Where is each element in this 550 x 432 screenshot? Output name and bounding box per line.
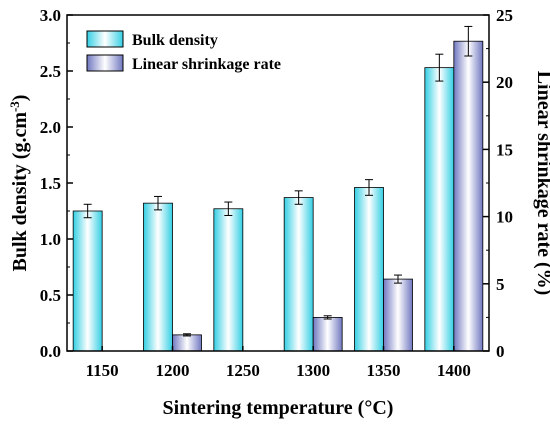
bar-bulk-density-1350 xyxy=(354,187,384,352)
error-bar-linear-shrinkage-rate-1300 xyxy=(323,315,332,320)
y2-tick-label: 25 xyxy=(496,6,513,25)
legend-label-linear-shrinkage: Linear shrinkage rate xyxy=(132,56,281,73)
y-axis-title: Bulk density (g.cm-3) xyxy=(7,95,31,272)
error-bars-layer xyxy=(83,25,473,337)
x-tick-label: 1200 xyxy=(156,361,190,380)
left-axis: 0.0 0.5 1.0 1.5 2.0 2.5 3.0 xyxy=(40,6,73,361)
error-bar-linear-shrinkage-rate-1400 xyxy=(464,25,473,57)
error-bar-linear-shrinkage-rate-1200 xyxy=(183,333,191,337)
y2-tick-label: 5 xyxy=(496,275,505,294)
bar-bulk-density-1300 xyxy=(283,197,314,352)
x-tick-label: 1300 xyxy=(296,361,330,380)
error-bar-bulk-density-1150 xyxy=(83,203,92,219)
error-bar-bulk-density-1250 xyxy=(224,201,233,216)
bars-layer xyxy=(72,40,484,352)
y-axis-title-main: Bulk density (g.cm xyxy=(9,112,31,272)
error-bar-bulk-density-1200 xyxy=(154,195,162,211)
y2-tick-label: 20 xyxy=(496,73,513,92)
x-tick-label: 1350 xyxy=(367,361,401,380)
legend-label-bulk-density: Bulk density xyxy=(132,32,218,49)
y-tick-label: 1.5 xyxy=(40,174,61,193)
y2-axis-title: Linear shrinkage rate (%) xyxy=(533,71,550,296)
x-axis-title: Sintering temperature (°C) xyxy=(163,397,394,419)
bar-bulk-density-1250 xyxy=(213,208,244,352)
error-bar-linear-shrinkage-rate-1350 xyxy=(394,274,402,284)
y-axis-title-suffix: ) xyxy=(9,95,31,102)
bar-linear-shrinkage-rate-1200 xyxy=(172,334,202,352)
right-axis: 0 5 10 15 20 25 xyxy=(483,6,513,361)
bar-bulk-density-1400 xyxy=(424,67,455,352)
x-tick-label: 1400 xyxy=(437,361,471,380)
y2-tick-label: 10 xyxy=(496,208,513,227)
y2-tick-label: 15 xyxy=(496,140,513,159)
y-tick-label: 3.0 xyxy=(40,6,61,25)
bar-linear-shrinkage-rate-1300 xyxy=(312,316,343,352)
bar-bulk-density-1150 xyxy=(72,210,103,352)
error-bar-bulk-density-1350 xyxy=(365,179,373,196)
y-axis-title-superscript: -3 xyxy=(7,101,22,112)
x-axis: 1150 1200 1250 1300 1350 1400 xyxy=(86,346,471,380)
error-bar-bulk-density-1400 xyxy=(435,53,444,82)
legend: Bulk density Linear shrinkage rate xyxy=(86,30,281,73)
x-tick-label: 1250 xyxy=(226,361,260,380)
error-bar-bulk-density-1300 xyxy=(294,190,303,205)
bar-bulk-density-1200 xyxy=(143,202,173,352)
bar-linear-shrinkage-rate-1350 xyxy=(383,278,413,352)
x-tick-label: 1150 xyxy=(86,361,119,380)
legend-swatch-bulk-density xyxy=(86,30,124,48)
legend-swatch-linear-shrinkage xyxy=(86,54,124,72)
y-tick-label: 2.0 xyxy=(40,118,61,137)
bar-linear-shrinkage-rate-1400 xyxy=(453,40,484,352)
y-tick-label: 2.5 xyxy=(40,62,61,81)
y-tick-label: 0.0 xyxy=(40,342,61,361)
y-tick-label: 1.0 xyxy=(40,230,61,249)
y-tick-label: 0.5 xyxy=(40,286,61,305)
y2-tick-label: 0 xyxy=(496,342,505,361)
